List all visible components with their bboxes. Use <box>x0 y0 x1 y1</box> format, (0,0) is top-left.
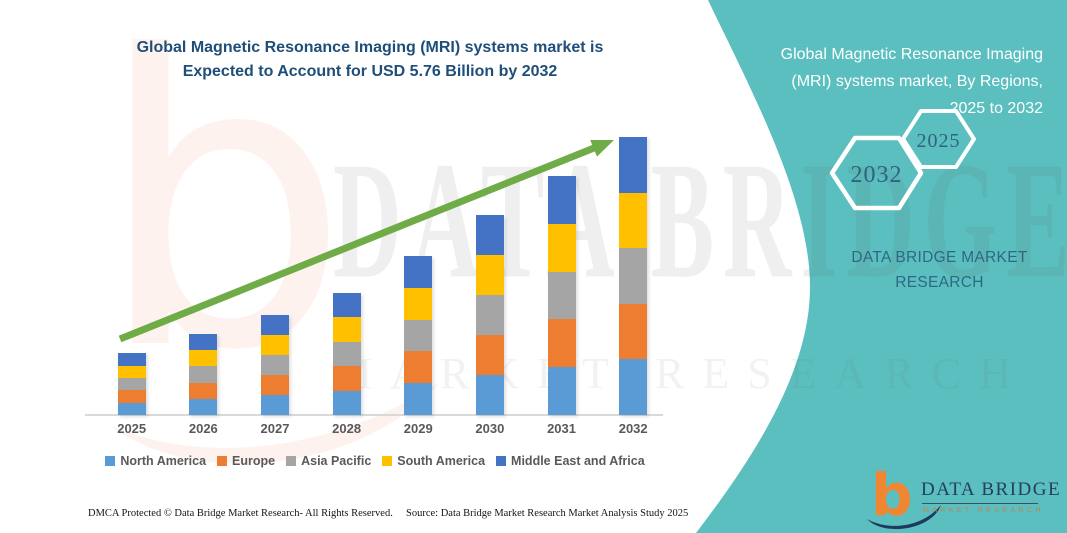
brand-text: DATA BRIDGE MARKET RESEARCH <box>851 249 1028 291</box>
bar-segment-2025-south-america <box>117 365 146 378</box>
bar-segment-2025-europe <box>117 390 146 403</box>
side-panel-title-line2: (MRI) systems market, By Regions, <box>791 73 1043 90</box>
bar-segment-2027-europe <box>260 375 289 395</box>
bar-segment-2028-asia-pacific <box>332 341 361 367</box>
footer-dmca-text: DMCA Protected © Data Bridge Market Rese… <box>88 508 393 519</box>
bar-segment-2026-europe <box>189 382 218 399</box>
x-label-2026: 2026 <box>188 421 218 436</box>
bar-segment-2025-north-america <box>117 402 146 415</box>
bar-segment-2028-north-america <box>332 390 361 415</box>
footer-source-text: Source: Data Bridge Market Research Mark… <box>406 508 689 519</box>
watermark-tagline-text: MARKET RESEARCH <box>333 349 1029 398</box>
logo-divider <box>922 503 1038 504</box>
bar-segment-2030-north-america <box>475 375 504 415</box>
legend-label-south-america: South America <box>397 454 486 468</box>
x-label-2032: 2032 <box>618 421 648 436</box>
legend-swatch-south-america <box>382 456 393 466</box>
x-label-2031: 2031 <box>547 421 576 436</box>
legend-swatch-middle-east-and-africa <box>496 456 507 466</box>
bar-segment-2025-asia-pacific <box>117 377 146 391</box>
legend-item-asia-pacific: Asia Pacific <box>286 454 371 468</box>
bar-segment-2032-north-america <box>619 359 648 415</box>
chart-legend: North America Europe Asia Pacific South Ame… <box>70 452 680 470</box>
chart-title: Global Magnetic Resonance Imaging (MRI) … <box>60 36 680 83</box>
logo-b-icon: b <box>871 461 913 529</box>
bar-segment-2026-north-america <box>189 398 218 415</box>
bar-segment-2028-europe <box>332 366 361 391</box>
hexagon-2032-label: 2032 <box>851 162 903 188</box>
bar-2032 <box>619 136 648 415</box>
bar-segment-2027-north-america <box>260 395 289 415</box>
logo-name: DATA BRIDGE <box>921 479 1062 500</box>
x-label-2029: 2029 <box>403 421 433 436</box>
legend-label-middle-east-and-africa: Middle East and Africa <box>511 454 645 468</box>
hexagon-2032-icon <box>829 135 924 211</box>
x-axis-line <box>85 414 663 416</box>
legend-label-north-america: North America <box>120 454 207 468</box>
bar-segment-2029-europe <box>404 351 433 384</box>
bar-segment-2032-middle-east-and-africa <box>619 136 648 193</box>
x-label-2027: 2027 <box>260 421 290 436</box>
legend-swatch-asia-pacific <box>286 456 297 466</box>
hexagon-2025-label: 2025 <box>917 130 961 152</box>
side-panel-title-line1: Global Magnetic Resonance Imaging <box>780 46 1043 63</box>
legend-swatch-europe <box>217 456 228 466</box>
legend-label-asia-pacific: Asia Pacific <box>301 454 372 468</box>
legend-swatch-north-america <box>105 456 116 466</box>
side-panel-title: Global Magnetic Resonance Imaging (MRI) … <box>713 41 1043 122</box>
bar-segment-2031-north-america <box>547 367 576 415</box>
bar-segment-2029-north-america <box>404 383 433 415</box>
bar-segment-2032-asia-pacific <box>619 248 648 304</box>
legend-item-north-america: North America <box>105 454 206 468</box>
side-panel-title-line3: 2025 to 2032 <box>949 100 1043 117</box>
bar-2025 <box>117 353 146 415</box>
legend-item-south-america: South America <box>382 454 485 468</box>
bar-segment-2026-asia-pacific <box>189 366 218 383</box>
legend-item-middle-east-and-africa: Middle East and Africa <box>496 454 645 468</box>
x-label-2030: 2030 <box>475 421 505 436</box>
bar-segment-2032-south-america <box>619 192 648 249</box>
bar-segment-2027-asia-pacific <box>260 355 289 375</box>
chart-title-line2: Expected to Account for USD 5.76 Billion… <box>182 62 558 80</box>
legend-label-europe: Europe <box>232 454 276 468</box>
legend-item-europe: Europe <box>217 454 275 468</box>
bar-segment-2026-south-america <box>189 350 218 367</box>
x-label-2028: 2028 <box>332 421 362 436</box>
bar-segment-2032-europe <box>619 303 648 360</box>
chart-title-line1: Global Magnetic Resonance Imaging (MRI) … <box>136 39 604 56</box>
bar-segment-2025-middle-east-and-africa <box>117 353 146 366</box>
logo-tagline: MARKET RESEARCH <box>923 507 1044 514</box>
x-label-2025: 2025 <box>117 421 147 436</box>
